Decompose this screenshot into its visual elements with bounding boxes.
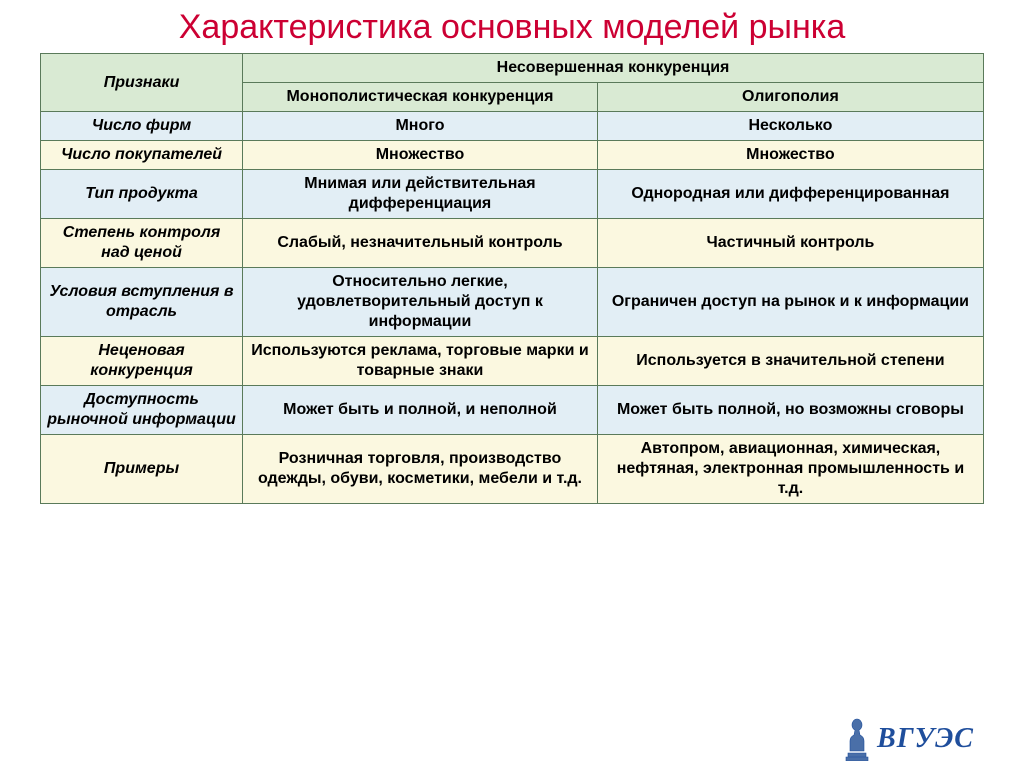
- cell-oligo: Автопром, авиационная, химическая, нефтя…: [597, 435, 983, 504]
- page-title: Характеристика основных моделей рынка: [40, 8, 984, 47]
- cell-mono: Может быть и полной, и неполной: [243, 386, 598, 435]
- cell-oligo: Ограничен доступ на рынок и к информации: [597, 268, 983, 337]
- cell-mono: Слабый, незначительный контроль: [243, 219, 598, 268]
- cell-oligo: Множество: [597, 141, 983, 170]
- cell-oligo: Частичный контроль: [597, 219, 983, 268]
- header-group: Несовершенная конкуренция: [243, 54, 984, 83]
- cell-feature: Условия вступления в отрасль: [41, 268, 243, 337]
- cell-oligo: Используется в значительной степени: [597, 337, 983, 386]
- table-row: Неценовая конкуренция Используются рекла…: [41, 337, 984, 386]
- table-row: Тип продукта Мнимая или действительная д…: [41, 170, 984, 219]
- market-models-table: Признаки Несовершенная конкуренция Моноп…: [40, 53, 984, 504]
- cell-mono: Мнимая или действительная дифференциация: [243, 170, 598, 219]
- table-row: Доступность рыночной информации Может бы…: [41, 386, 984, 435]
- cell-oligo: Может быть полной, но возможны сговоры: [597, 386, 983, 435]
- header-col1: Монополистическая конкуренция: [243, 83, 598, 112]
- cell-feature: Доступность рыночной информации: [41, 386, 243, 435]
- cell-feature: Неценовая конкуренция: [41, 337, 243, 386]
- table-row: Степень контроля над ценой Слабый, незна…: [41, 219, 984, 268]
- cell-oligo: Однородная или дифференцированная: [597, 170, 983, 219]
- cell-feature: Тип продукта: [41, 170, 243, 219]
- slide-container: Характеристика основных моделей рынка Пр…: [0, 0, 1024, 767]
- footer-logo: ВГУЭС: [843, 717, 974, 761]
- table-row: Примеры Розничная торговля, производство…: [41, 435, 984, 504]
- cell-mono: Относительно легкие, удовлетворительный …: [243, 268, 598, 337]
- statue-icon: [843, 717, 871, 761]
- header-col2: Олигополия: [597, 83, 983, 112]
- table-row: Число покупателей Множество Множество: [41, 141, 984, 170]
- cell-mono: Множество: [243, 141, 598, 170]
- cell-mono: Розничная торговля, производство одежды,…: [243, 435, 598, 504]
- cell-oligo: Несколько: [597, 112, 983, 141]
- cell-feature: Степень контроля над ценой: [41, 219, 243, 268]
- cell-mono: Много: [243, 112, 598, 141]
- table-row: Условия вступления в отрасль Относительн…: [41, 268, 984, 337]
- cell-feature: Число фирм: [41, 112, 243, 141]
- table-row: Число фирм Много Несколько: [41, 112, 984, 141]
- cell-feature: Примеры: [41, 435, 243, 504]
- logo-label: ВГУЭС: [877, 723, 974, 755]
- cell-mono: Используются реклама, торговые марки и т…: [243, 337, 598, 386]
- header-features: Признаки: [41, 54, 243, 112]
- cell-feature: Число покупателей: [41, 141, 243, 170]
